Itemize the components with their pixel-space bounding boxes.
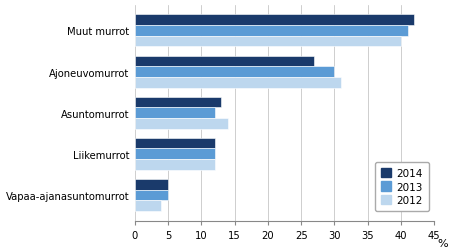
Bar [135,37,401,47]
Bar [135,97,221,108]
Bar [135,190,168,201]
Bar [135,67,335,78]
Bar [135,149,215,160]
Bar [135,15,415,26]
Bar [135,119,228,129]
Bar [135,78,341,88]
Bar [135,138,215,149]
Bar [135,108,215,119]
Bar [135,160,215,170]
Text: %: % [437,238,448,248]
Bar [135,201,161,211]
Bar [135,26,408,37]
Bar [135,179,168,190]
Bar [135,56,315,67]
Legend: 2014, 2013, 2012: 2014, 2013, 2012 [375,162,429,211]
